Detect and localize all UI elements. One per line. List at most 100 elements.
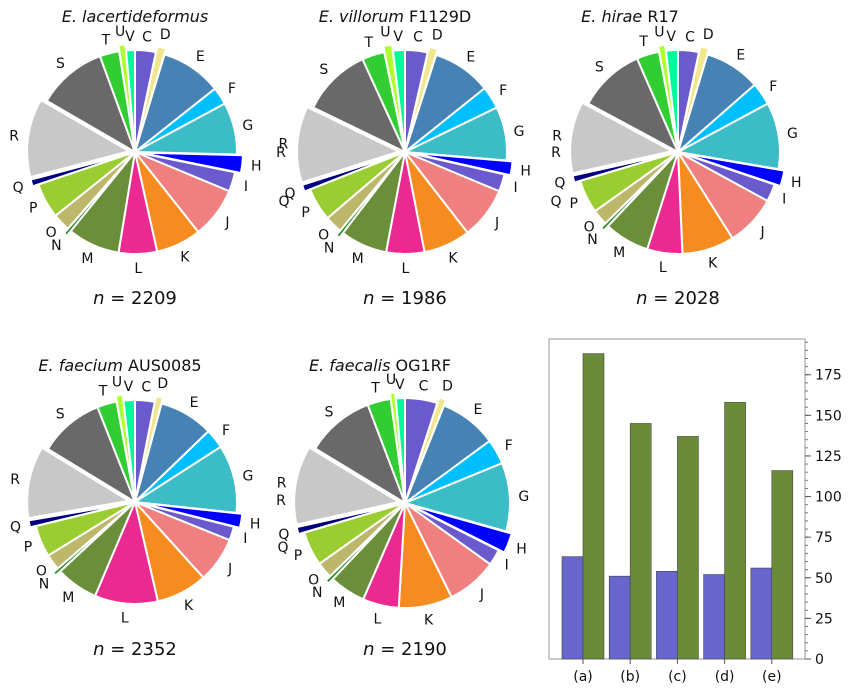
pie-slice-label: L xyxy=(401,261,409,277)
stray-label: Q xyxy=(550,194,561,210)
pie-sample-size: n = 2352 xyxy=(93,639,177,660)
y-tick-label: 25 xyxy=(815,611,833,627)
pie-slice-G xyxy=(134,445,238,514)
stray-label: R xyxy=(276,145,286,161)
pie-slice-label: M xyxy=(62,590,74,606)
pie-slice-label: L xyxy=(659,260,667,276)
pie-slice-label: C xyxy=(419,378,429,394)
bar-series-2-3 xyxy=(724,402,746,660)
pie-slice-label: I xyxy=(505,558,509,574)
bar-series-2-1 xyxy=(629,423,652,660)
pie-slice-label: I xyxy=(513,180,517,196)
pie-slice-label: N xyxy=(324,240,334,256)
bar-series-1-1 xyxy=(608,575,631,660)
pie-slice-label: T xyxy=(638,34,648,50)
pie-slice-label: L xyxy=(121,611,129,627)
bar-series-2-2 xyxy=(677,436,699,660)
pie-slice-label: O xyxy=(318,228,329,244)
pie-slice-label: J xyxy=(479,587,484,603)
pie-slice-R xyxy=(26,446,131,520)
pie-slice-label: O xyxy=(36,563,47,579)
x-tick-label: (c) xyxy=(668,669,687,685)
pie-slice-label: D xyxy=(160,27,171,43)
pie-slice-label: C xyxy=(413,30,423,46)
pie-slice-label: Q xyxy=(285,186,296,202)
stray-label: R xyxy=(551,145,561,161)
pie-slice-label: J xyxy=(224,215,229,231)
pie-slice-label: Q xyxy=(13,180,24,196)
y-tick-label: 150 xyxy=(815,408,842,424)
pie-slice-label: T xyxy=(98,384,108,400)
pie-slice-U xyxy=(388,391,406,499)
pie-slice-label: D xyxy=(157,376,168,392)
pie-slice-label: G xyxy=(242,118,253,134)
pie-slice-label: R xyxy=(277,476,287,492)
pie-slice-label: C xyxy=(141,380,151,396)
pie-slice-label: O xyxy=(308,572,319,588)
pie-slice-Q xyxy=(29,152,131,188)
pie-slice-label: V xyxy=(124,379,134,395)
pie-slice-label: V xyxy=(666,29,676,45)
pie-slice-Q xyxy=(571,152,674,184)
pie-slice-Q xyxy=(301,153,401,193)
pie-slice-label: K xyxy=(184,598,194,614)
pie-slice-label: D xyxy=(432,27,443,43)
pie-slice-label: E xyxy=(466,49,475,65)
bar-series-2-0 xyxy=(582,353,605,660)
pie-slice-label: N xyxy=(39,576,49,592)
y-tick-label: 50 xyxy=(815,571,833,587)
pie-slice-label: H xyxy=(251,159,262,175)
pie-slice-label: V xyxy=(393,29,403,45)
x-tick-label: (a) xyxy=(573,669,593,685)
y-tick-label: 100 xyxy=(815,490,842,506)
pie-slice-label: U xyxy=(380,25,390,41)
pie-title: E. faecium AUS0085 xyxy=(38,356,201,375)
pie-slice-label: I xyxy=(244,179,248,195)
bar-series-1-3 xyxy=(703,574,725,660)
pie-title: E. lacertideformus xyxy=(62,7,209,26)
pie-slice-label: F xyxy=(228,81,236,97)
pie-slice-label: T xyxy=(101,33,111,49)
pie-sample-size: n = 2028 xyxy=(636,288,720,309)
bar-chart: (a) (b) (c) (d) (e) 0 25 50 75 100 125 150 175 xyxy=(548,338,842,685)
pie-slice-U xyxy=(117,43,136,148)
pie-slice-R xyxy=(296,106,401,184)
pie-slice-label: K xyxy=(708,256,718,272)
pie-slice-label: Q xyxy=(278,527,289,543)
pie-slice-V xyxy=(394,397,406,504)
pie-slice-label: P xyxy=(294,548,302,564)
pie-slice-label: I xyxy=(243,531,247,547)
pie-sample-size: n = 2209 xyxy=(93,288,177,309)
pie-slice-label: Q xyxy=(10,520,21,536)
pie-slice-label: S xyxy=(319,62,328,78)
stray-label: R xyxy=(276,493,286,509)
pie-slice-label: E xyxy=(473,402,482,418)
pie-slice-S xyxy=(312,58,406,153)
pie-slice-label: U xyxy=(115,24,125,40)
pie-slice-S xyxy=(587,57,679,153)
pie-slice-H xyxy=(409,504,513,554)
pie-slice-label: N xyxy=(51,238,61,254)
y-tick-label: 175 xyxy=(815,368,842,384)
stray-labels: R Q R Q R Q xyxy=(276,145,561,556)
pie-slice-R xyxy=(293,446,401,526)
pie-slice-Q xyxy=(295,503,401,536)
pie-slice-label: R xyxy=(9,129,19,145)
x-tick-label: (d) xyxy=(715,669,735,685)
pie-slice-label: R xyxy=(552,128,562,144)
pie-slice-U xyxy=(657,43,679,148)
pie-slice-label: P xyxy=(570,196,578,212)
pie-slice-S xyxy=(314,403,406,504)
bar-series-1-0 xyxy=(561,556,584,660)
pie-slice-G xyxy=(677,102,781,171)
bar-series-1-4 xyxy=(750,567,773,660)
pie-slice-label: E xyxy=(196,49,205,65)
pie-slice-label: J xyxy=(494,215,499,231)
pie-slice-label: H xyxy=(791,175,802,191)
